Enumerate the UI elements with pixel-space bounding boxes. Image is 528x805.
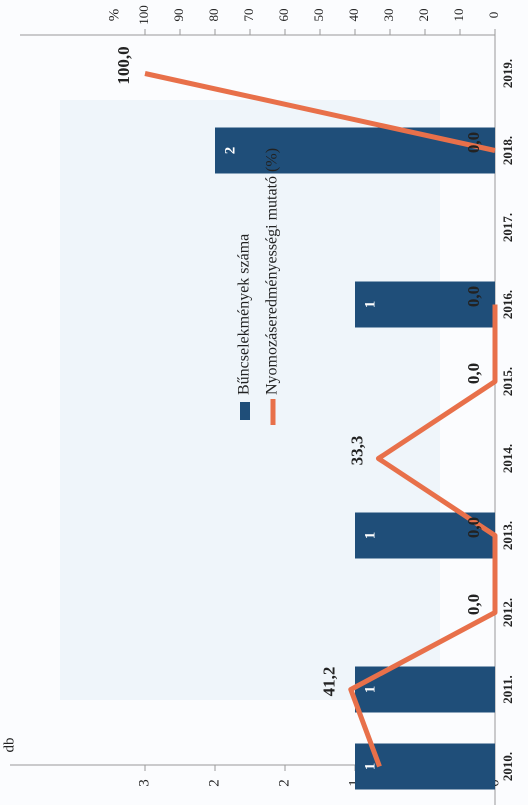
- line: [144, 71, 498, 768]
- y2-tick-label: 90: [171, 9, 186, 22]
- x-tick-label: 2016.: [500, 290, 515, 319]
- bar-value-label: 1: [362, 532, 378, 540]
- y2-tick-label: 30: [381, 9, 396, 22]
- x-tick-label: 2015.: [500, 367, 515, 396]
- y2-axis-title: %: [106, 9, 122, 22]
- y-tick-label: 2: [276, 779, 292, 787]
- x-tick-label: 2019.: [500, 59, 515, 88]
- y-axis-title: db: [1, 738, 17, 753]
- legend-label: Bűncselekmények száma: [236, 234, 253, 395]
- y-tick-label: 2: [206, 779, 222, 787]
- line-value-label: 0,0: [464, 286, 483, 307]
- legend-label: Nyomozáseredményességi mutató (%): [264, 148, 281, 395]
- bar: [355, 281, 495, 328]
- bar-value-label: 1: [362, 763, 378, 771]
- line-value-label: 100,0: [114, 46, 133, 84]
- bar-value-label: 1: [362, 686, 378, 694]
- y2-tick-label: 0: [486, 12, 501, 19]
- bar-value-label: 1: [362, 301, 378, 309]
- bar: [215, 127, 495, 174]
- x-tick-label: 2017.: [500, 213, 515, 242]
- x-tick-label: 2018.: [500, 136, 515, 165]
- x-tick-label: 2012.: [500, 598, 515, 627]
- y2-tick-label: 50: [311, 9, 326, 22]
- x-tick-label: 2013.: [500, 521, 515, 550]
- x-tick-label: 2014.: [500, 444, 515, 473]
- y2-tick-label: 80: [206, 9, 221, 22]
- y2-tick-label: 20: [416, 9, 431, 22]
- bar: [355, 666, 495, 713]
- y2-tick-label: 100: [136, 5, 151, 25]
- y2-tick-label: 60: [276, 9, 291, 22]
- x-tick-label: 2010.: [500, 752, 515, 781]
- y2-tick-label: 10: [451, 9, 466, 22]
- bar: [355, 743, 495, 790]
- rotated-plot: db%01122301020304050607080901002010.2011…: [1, 5, 515, 805]
- bar-value-label: 2: [222, 147, 238, 155]
- line-value-label: 0,0: [464, 594, 483, 615]
- y2-tick-label: 70: [241, 9, 256, 22]
- line-value-label: 41,2: [320, 667, 339, 697]
- line-value-label: 33,3: [347, 436, 366, 466]
- y2-tick-label: 40: [346, 9, 361, 22]
- line-value-label: 0,0: [464, 132, 483, 153]
- line-value-label: 0,0: [464, 517, 483, 538]
- legend-swatch: [240, 402, 250, 420]
- background-photo: [60, 100, 440, 700]
- x-tick-label: 2011.: [500, 675, 515, 704]
- line-value-label: 0,0: [464, 363, 483, 384]
- bar: [355, 512, 495, 559]
- y-tick-label: 3: [136, 779, 152, 787]
- y-tick-label: 1: [346, 779, 362, 787]
